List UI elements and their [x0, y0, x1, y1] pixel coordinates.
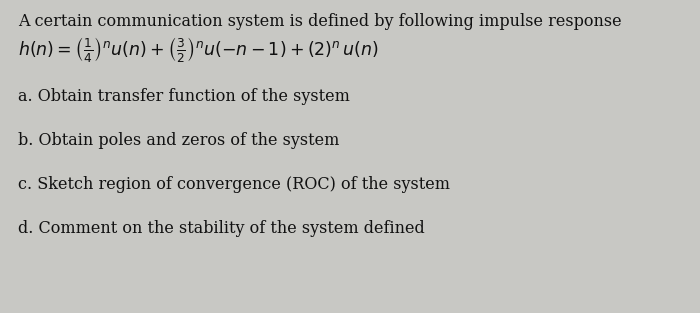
Text: d. Comment on the stability of the system defined: d. Comment on the stability of the syste…: [18, 220, 425, 237]
Text: A certain communication system is defined by following impulse response: A certain communication system is define…: [18, 13, 622, 30]
Text: $h(n) = \left(\frac{1}{4}\right)^n u(n) + \left(\frac{3}{2}\right)^n u(-n-1) + (: $h(n) = \left(\frac{1}{4}\right)^n u(n) …: [18, 35, 379, 64]
Text: b. Obtain poles and zeros of the system: b. Obtain poles and zeros of the system: [18, 132, 339, 149]
Text: a. Obtain transfer function of the system: a. Obtain transfer function of the syste…: [18, 88, 350, 105]
Text: c. Sketch region of convergence (ROC) of the system: c. Sketch region of convergence (ROC) of…: [18, 176, 450, 193]
